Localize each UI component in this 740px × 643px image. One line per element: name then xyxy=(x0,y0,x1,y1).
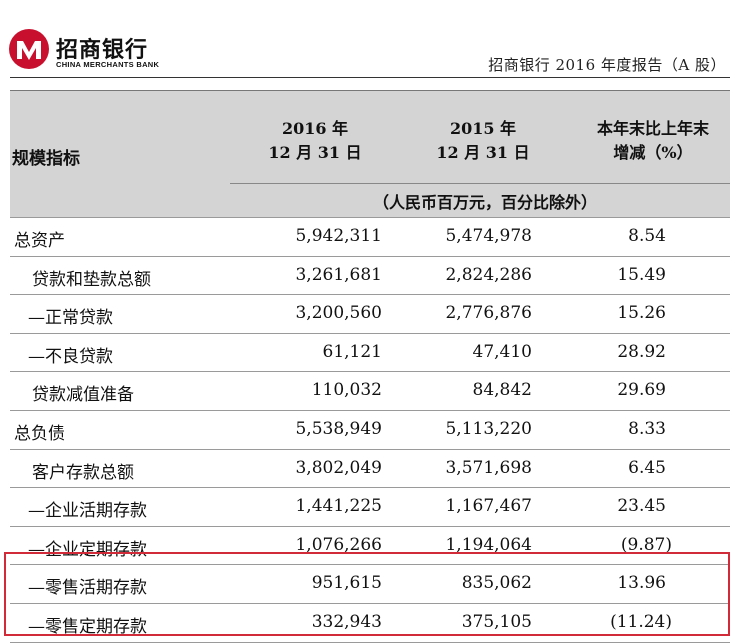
scale-indicators-table: 规模指标 2016 年 12 月 31 日 2015 年 12 月 31 日 本… xyxy=(10,90,730,643)
row-label: —正常贷款 xyxy=(28,308,113,329)
row-label: —不良贷款 xyxy=(28,346,113,367)
value-change: 29.69 xyxy=(617,380,666,401)
column-header-change: 本年末比上年末 增减（%） xyxy=(596,119,709,162)
header-divider xyxy=(10,77,730,78)
brand-name-cn: 招商银行 xyxy=(56,38,149,63)
table-row: —不良贷款 61,121 47,410 28.92 xyxy=(10,332,730,372)
value-change: 23.45 xyxy=(617,496,666,517)
value-change: (11.24) xyxy=(610,611,672,632)
row-label: 贷款和垫款总额 xyxy=(32,269,151,290)
row-label: —企业定期存款 xyxy=(28,539,147,560)
value-2015: 2,824,286 xyxy=(445,264,532,285)
value-2016: 3,200,560 xyxy=(295,303,382,324)
value-2015: 375,105 xyxy=(461,611,532,632)
table-row: —零售活期存款 951,615 835,062 13.96 xyxy=(10,564,730,603)
value-change: 28.92 xyxy=(617,341,666,362)
table-header: 规模指标 2016 年 12 月 31 日 2015 年 12 月 31 日 本… xyxy=(10,91,730,217)
value-2016: 110,032 xyxy=(311,380,382,401)
table-row: 贷款和垫款总额 3,261,681 2,824,286 15.49 xyxy=(10,255,730,295)
table-row: 总资产 5,942,311 5,474,978 8.54 xyxy=(10,217,730,256)
row-label: 贷款减值准备 xyxy=(32,385,134,406)
value-2016: 1,076,266 xyxy=(295,534,382,555)
value-2015: 5,113,220 xyxy=(445,418,532,439)
column-header-2015: 2015 年 12 月 31 日 xyxy=(436,119,530,162)
value-2015: 3,571,698 xyxy=(445,457,532,478)
value-2016: 1,441,225 xyxy=(295,496,382,517)
report-header: 招商银行 CHINA MERCHANTS BANK 招商银行 2016 年度报告… xyxy=(0,0,740,78)
brand-name-en: CHINA MERCHANTS BANK xyxy=(56,60,160,69)
table-row: —零售定期存款 332,943 375,105 (11.24) xyxy=(10,602,730,643)
unit-divider xyxy=(230,183,730,184)
column-header-2016: 2016 年 12 月 31 日 xyxy=(268,119,362,162)
table-row: 贷款减值准备 110,032 84,842 29.69 xyxy=(10,371,730,410)
value-change: (9.87) xyxy=(620,534,672,555)
cmb-logo: 招商银行 CHINA MERCHANTS BANK xyxy=(8,28,228,74)
table-row: 客户存款总额 3,802,049 3,571,698 6.45 xyxy=(10,448,730,488)
value-change: 15.26 xyxy=(617,303,666,324)
value-2015: 84,842 xyxy=(472,380,532,401)
row-label: 总资产 xyxy=(14,231,65,251)
value-2016: 3,802,049 xyxy=(295,457,382,478)
value-2015: 1,194,064 xyxy=(445,534,532,555)
value-change: 8.54 xyxy=(628,226,666,246)
unit-note: （人民币百万元，百分比除外） xyxy=(372,193,597,212)
value-change: 13.96 xyxy=(617,573,666,594)
value-2016: 951,615 xyxy=(311,573,382,594)
value-2015: 2,776,876 xyxy=(445,303,532,324)
row-label: —零售定期存款 xyxy=(28,616,147,637)
table-row: 总负债 5,538,949 5,113,220 8.33 xyxy=(10,409,730,449)
value-2016: 61,121 xyxy=(322,341,382,362)
value-2015: 835,062 xyxy=(461,573,532,594)
metric-column-header: 规模指标 xyxy=(12,149,80,169)
value-2015: 1,167,467 xyxy=(445,496,532,517)
row-label: —零售活期存款 xyxy=(28,578,147,599)
value-change: 15.49 xyxy=(617,264,666,285)
row-label: 总负债 xyxy=(14,423,65,444)
value-change: 8.33 xyxy=(628,418,666,439)
value-2016: 332,943 xyxy=(311,611,382,632)
value-2016: 5,538,949 xyxy=(295,418,382,439)
row-label: 客户存款总额 xyxy=(32,462,134,483)
row-label: —企业活期存款 xyxy=(28,501,147,522)
cmb-logo-icon xyxy=(9,29,49,69)
table-row: —企业活期存款 1,441,225 1,167,467 23.45 xyxy=(10,487,730,526)
value-2016: 5,942,311 xyxy=(295,226,382,246)
value-2015: 5,474,978 xyxy=(445,226,532,246)
value-change: 6.45 xyxy=(628,457,666,478)
value-2015: 47,410 xyxy=(472,341,532,362)
table-row: —正常贷款 3,200,560 2,776,876 15.26 xyxy=(10,294,730,333)
value-2016: 3,261,681 xyxy=(295,264,382,285)
table-row: —企业定期存款 1,076,266 1,194,064 (9.87) xyxy=(10,525,730,565)
report-title: 招商银行 2016 年度报告（A 股） xyxy=(488,56,726,74)
